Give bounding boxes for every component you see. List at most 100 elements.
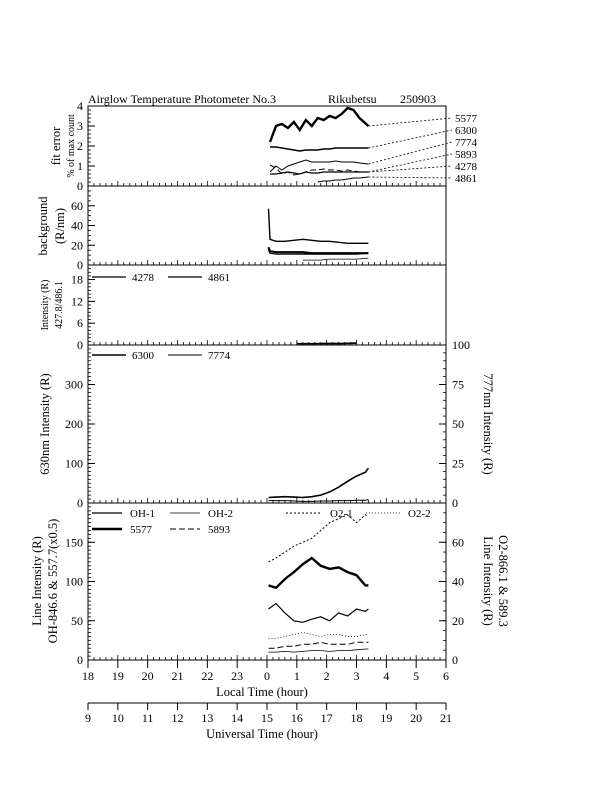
ut-tick-label-7: 16 (291, 711, 303, 725)
ytick-label-2-left-0: 0 (77, 338, 83, 352)
panel-background-frame (87, 185, 447, 266)
fit-error-ylabel-1: fit error (49, 126, 63, 165)
series-fit-error-4278 (270, 171, 369, 175)
series-fit-error-7774 (269, 159, 369, 173)
fit-legend-6300: 6300 (455, 125, 478, 137)
legend-label-o22: O2-2 (408, 508, 431, 520)
ut-tick-label-10: 19 (380, 711, 392, 725)
panel-red-intensity-frame (87, 344, 447, 504)
ut-tick-label-2: 11 (142, 711, 154, 725)
ytick-label-3-right-0: 0 (452, 496, 458, 510)
fit-leader-4278 (368, 165, 453, 173)
series-fit-error-5893 (269, 164, 369, 176)
ytick-label-4-right-2: 40 (452, 575, 464, 589)
ytick-label-4-left-0: 0 (77, 653, 83, 667)
ut-tick-label-11: 20 (410, 711, 422, 725)
panel-fit-error-frame (87, 105, 447, 187)
series-fit-error-4861 (317, 176, 369, 183)
legend-label-4861: 4861 (208, 272, 230, 284)
legend-label-5577: 5577 (130, 524, 153, 536)
series-background-c (267, 249, 369, 255)
ut-tick-label-4: 13 (201, 711, 213, 725)
ytick-label-2-left-3: 18 (71, 273, 83, 287)
series-background-a (267, 208, 369, 244)
local-tick-label-0: 18 (82, 669, 94, 683)
fit-leader-7774 (368, 141, 453, 165)
series-red-intensity-6300 (268, 467, 370, 499)
legend-label-oh2: OH-2 (208, 508, 233, 520)
line-ylabel-left-1: Line Intensity (R) (30, 536, 44, 626)
local-tick-label-6: 0 (264, 669, 270, 683)
series-layer (267, 106, 453, 653)
line-legend: OH-1 OH-2 O2-1 O2-2 5577 5893 (92, 508, 431, 536)
line-ylabel-right-2: O2-866.1 & 589.3 (496, 535, 510, 627)
ytick-label-3-left-2: 200 (65, 417, 83, 431)
legend-label-7774: 7774 (208, 350, 231, 362)
fit-legend-7774: 7774 (455, 137, 478, 149)
fit-leader-5577 (368, 117, 453, 127)
series-line-intensity-5893 (268, 641, 369, 649)
local-time-axis: 18 19 20 21 22 23 0 1 2 3 4 5 6 (82, 660, 449, 683)
ytick-label-0-left-1: 1 (77, 159, 83, 173)
ytick-label-4-right-1: 20 (452, 614, 464, 628)
local-tick-label-2: 20 (142, 669, 154, 683)
local-tick-label-3: 21 (172, 669, 184, 683)
fit-error-legend: 5577 6300 7774 5893 4278 4861 (455, 113, 478, 185)
ytick-label-4-left-1: 50 (71, 614, 83, 628)
line-ylabel-right-1: Line Intensity (R) (481, 536, 495, 626)
ytick-label-2-left-2: 12 (71, 294, 83, 308)
series-background-d (302, 257, 369, 261)
ytick-label-1-left-1: 20 (71, 238, 83, 252)
local-tick-label-10: 4 (383, 669, 389, 683)
local-tick-label-8: 2 (324, 669, 330, 683)
ytick-label-0-left-0: 0 (77, 179, 83, 193)
fit-legend-4278: 4278 (455, 161, 478, 173)
ut-tick-label-6: 15 (261, 711, 273, 725)
ut-tick-label-5: 14 (231, 711, 243, 725)
legend-label-6300: 6300 (132, 350, 155, 362)
series-line-intensity-OH-1 (268, 602, 369, 623)
ut-tick-label-1: 10 (112, 711, 124, 725)
ytick-label-3-left-1: 100 (65, 457, 83, 471)
ytick-label-3-left-0: 0 (77, 496, 83, 510)
ytick-label-3-left-3: 300 (65, 378, 83, 392)
fit-legend-4861: 4861 (455, 173, 477, 185)
ytick-label-1-left-0: 0 (77, 258, 83, 272)
ytick-label-3-right-3: 75 (452, 378, 464, 392)
series-background-b (267, 246, 369, 255)
ytick-label-0-left-2: 2 (77, 139, 83, 153)
ytick-label-4-right-3: 60 (452, 535, 464, 549)
ut-tick-label-12: 21 (440, 711, 452, 725)
legend-label-5893: 5893 (208, 524, 231, 536)
ytick-label-3-right-4: 100 (452, 338, 470, 352)
ytick-label-1-left-3: 60 (71, 199, 83, 213)
series-line-intensity-O2-2 (268, 632, 369, 639)
tick-layer: 0123402040600612180100200300025507510005… (65, 99, 470, 667)
legend-label-4278: 4278 (132, 272, 155, 284)
ytick-label-2-left-1: 6 (77, 316, 83, 330)
ut-tick-label-0: 9 (85, 711, 91, 725)
ytick-label-4-right-0: 0 (452, 653, 458, 667)
legend-label-o21: O2-1 (330, 508, 353, 520)
red-ylabel-right: 777nm Intensity (R) (481, 373, 495, 474)
universal-time-axis: 9 10 11 12 13 14 15 16 17 18 19 20 21 (85, 703, 452, 725)
local-tick-label-4: 22 (201, 669, 213, 683)
line-ylabel-left-2: OH-846.6 & 557.7(x0.5) (46, 519, 60, 644)
local-tick-label-12: 6 (443, 669, 449, 683)
fit-leader-4861 (368, 176, 453, 179)
local-time-label: Local Time (hour) (216, 685, 308, 699)
title-instrument: Airglow Temperature Photometer No.3 (88, 92, 276, 106)
title-date: 250903 (400, 92, 436, 106)
ytick-label-4-left-3: 150 (65, 535, 83, 549)
ut-tick-label-9: 18 (351, 711, 363, 725)
ytick-label-0-left-3: 3 (77, 119, 83, 133)
title-station: Rikubetsu (328, 92, 377, 106)
series-fit-error-6300 (270, 146, 369, 152)
series-line-intensity-O2-1 (268, 514, 369, 563)
fit-legend-5577: 5577 (455, 113, 478, 125)
blue-legend: 4278 4861 (92, 272, 230, 284)
ytick-label-4-left-2: 100 (65, 575, 83, 589)
series-line-intensity-5577 (268, 556, 369, 590)
ut-tick-label-3: 12 (172, 711, 184, 725)
